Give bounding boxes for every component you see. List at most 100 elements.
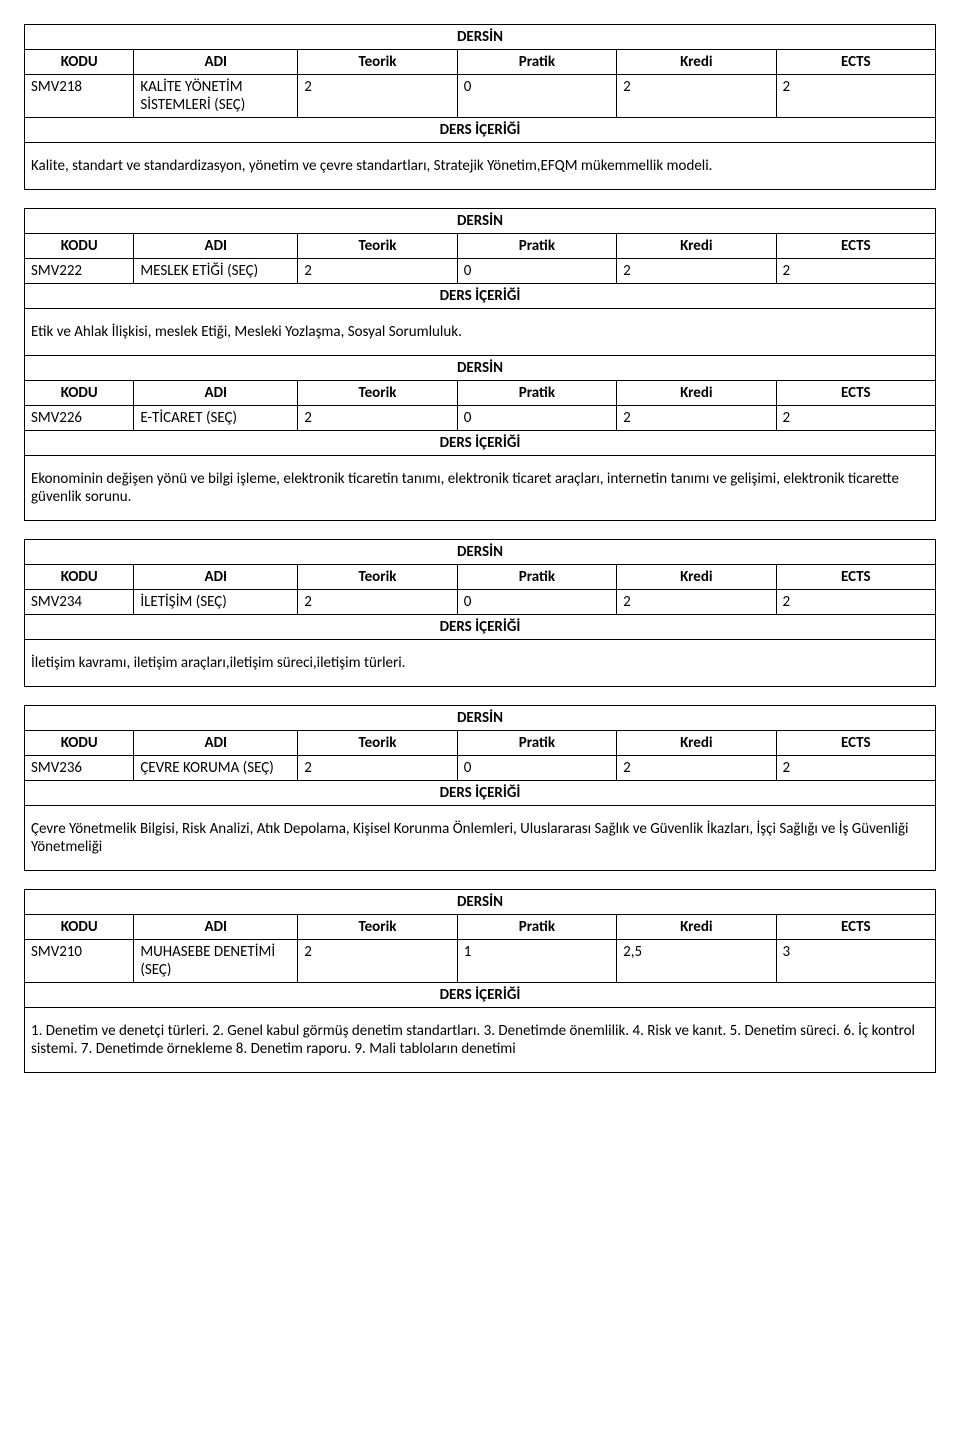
cell-pratik: 0 <box>457 75 616 118</box>
course-row: SMV236 ÇEVRE KORUMA (SEÇ) 2 0 2 2 <box>25 756 936 781</box>
course-tables-container: DERSİN KODU ADI Teorik Pratik Kredi ECTS… <box>24 24 936 1073</box>
course-row: SMV234 İLETİŞİM (SEÇ) 2 0 2 2 <box>25 590 936 615</box>
col-kodu: KODU <box>25 50 134 75</box>
course-row: SMV218 KALİTE YÖNETİM SİSTEMLERİ (SEÇ) 2… <box>25 75 936 118</box>
col-pratik: Pratik <box>457 381 616 406</box>
course-table: DERSİN KODU ADI Teorik Pratik Kredi ECTS… <box>24 24 936 190</box>
course-table: DERSİN KODU ADI Teorik Pratik Kredi ECTS… <box>24 889 936 1073</box>
cell-teorik: 2 <box>298 590 457 615</box>
col-kredi: Kredi <box>617 50 776 75</box>
col-kredi: Kredi <box>617 565 776 590</box>
cell-kodu: SMV222 <box>25 259 134 284</box>
cell-teorik: 2 <box>298 75 457 118</box>
cell-kredi: 2 <box>617 406 776 431</box>
cell-adi: MESLEK ETİĞİ (SEÇ) <box>134 259 298 284</box>
col-pratik: Pratik <box>457 234 616 259</box>
cell-kredi: 2 <box>617 590 776 615</box>
col-kodu: KODU <box>25 731 134 756</box>
col-teorik: Teorik <box>298 915 457 940</box>
cell-ects: 2 <box>776 75 935 118</box>
dersin-header: DERSİN <box>25 209 936 234</box>
col-kredi: Kredi <box>617 234 776 259</box>
dersin-header: DERSİN <box>25 706 936 731</box>
cell-kodu: SMV234 <box>25 590 134 615</box>
cell-ects: 3 <box>776 940 935 983</box>
course-row: SMV210 MUHASEBE DENETİMİ (SEÇ) 2 1 2,5 3 <box>25 940 936 983</box>
col-adi: ADI <box>134 381 298 406</box>
course-desc: İletişim kavramı, iletişim araçları,ilet… <box>25 640 936 687</box>
col-adi: ADI <box>134 50 298 75</box>
cell-kredi: 2 <box>617 756 776 781</box>
cell-kodu: SMV226 <box>25 406 134 431</box>
icerigi-header: DERS İÇERİĞİ <box>25 983 936 1008</box>
course-desc: Ekonominin değişen yönü ve bilgi işleme,… <box>25 456 936 521</box>
course-desc: 1. Denetim ve denetçi türleri. 2. Genel … <box>25 1008 936 1073</box>
cell-adi: MUHASEBE DENETİMİ (SEÇ) <box>134 940 298 983</box>
cell-kredi: 2 <box>617 75 776 118</box>
cell-ects: 2 <box>776 756 935 781</box>
col-kodu: KODU <box>25 381 134 406</box>
cell-pratik: 1 <box>457 940 616 983</box>
cell-ects: 2 <box>776 406 935 431</box>
col-ects: ECTS <box>776 381 935 406</box>
course-desc: Etik ve Ahlak İlişkisi, meslek Etiği, Me… <box>25 309 936 356</box>
dersin-header: DERSİN <box>25 25 936 50</box>
col-adi: ADI <box>134 915 298 940</box>
cell-kredi: 2,5 <box>617 940 776 983</box>
col-ects: ECTS <box>776 50 935 75</box>
course-desc: Çevre Yönetmelik Bilgisi, Risk Analizi, … <box>25 806 936 871</box>
col-kodu: KODU <box>25 234 134 259</box>
course-row: SMV222 MESLEK ETİĞİ (SEÇ) 2 0 2 2 <box>25 259 936 284</box>
col-teorik: Teorik <box>298 50 457 75</box>
col-teorik: Teorik <box>298 234 457 259</box>
icerigi-header: DERS İÇERİĞİ <box>25 431 936 456</box>
cell-pratik: 0 <box>457 590 616 615</box>
col-pratik: Pratik <box>457 565 616 590</box>
col-kredi: Kredi <box>617 915 776 940</box>
cell-kodu: SMV218 <box>25 75 134 118</box>
cell-adi: ÇEVRE KORUMA (SEÇ) <box>134 756 298 781</box>
col-ects: ECTS <box>776 234 935 259</box>
course-table: DERSİN KODU ADI Teorik Pratik Kredi ECTS… <box>24 208 936 521</box>
cell-pratik: 0 <box>457 756 616 781</box>
cell-ects: 2 <box>776 590 935 615</box>
cell-teorik: 2 <box>298 756 457 781</box>
col-teorik: Teorik <box>298 565 457 590</box>
icerigi-header: DERS İÇERİĞİ <box>25 615 936 640</box>
col-teorik: Teorik <box>298 731 457 756</box>
cell-kodu: SMV210 <box>25 940 134 983</box>
col-pratik: Pratik <box>457 731 616 756</box>
col-teorik: Teorik <box>298 381 457 406</box>
cell-adi: E-TİCARET (SEÇ) <box>134 406 298 431</box>
cell-adi: İLETİŞİM (SEÇ) <box>134 590 298 615</box>
col-kredi: Kredi <box>617 381 776 406</box>
dersin-header: DERSİN <box>25 356 936 381</box>
col-kodu: KODU <box>25 565 134 590</box>
course-desc: Kalite, standart ve standardizasyon, yön… <box>25 143 936 190</box>
course-table: DERSİN KODU ADI Teorik Pratik Kredi ECTS… <box>24 705 936 871</box>
cell-teorik: 2 <box>298 940 457 983</box>
col-pratik: Pratik <box>457 915 616 940</box>
col-pratik: Pratik <box>457 50 616 75</box>
cell-adi: KALİTE YÖNETİM SİSTEMLERİ (SEÇ) <box>134 75 298 118</box>
col-kredi: Kredi <box>617 731 776 756</box>
cell-teorik: 2 <box>298 406 457 431</box>
cell-pratik: 0 <box>457 406 616 431</box>
course-row: SMV226 E-TİCARET (SEÇ) 2 0 2 2 <box>25 406 936 431</box>
col-ects: ECTS <box>776 915 935 940</box>
col-adi: ADI <box>134 234 298 259</box>
cell-ects: 2 <box>776 259 935 284</box>
cell-kredi: 2 <box>617 259 776 284</box>
col-kodu: KODU <box>25 915 134 940</box>
dersin-header: DERSİN <box>25 890 936 915</box>
col-ects: ECTS <box>776 731 935 756</box>
col-adi: ADI <box>134 565 298 590</box>
cell-kodu: SMV236 <box>25 756 134 781</box>
col-ects: ECTS <box>776 565 935 590</box>
icerigi-header: DERS İÇERİĞİ <box>25 284 936 309</box>
course-table: DERSİN KODU ADI Teorik Pratik Kredi ECTS… <box>24 539 936 687</box>
icerigi-header: DERS İÇERİĞİ <box>25 118 936 143</box>
icerigi-header: DERS İÇERİĞİ <box>25 781 936 806</box>
dersin-header: DERSİN <box>25 540 936 565</box>
cell-pratik: 0 <box>457 259 616 284</box>
